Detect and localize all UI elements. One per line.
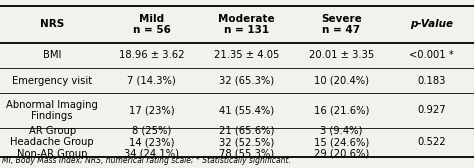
Text: Mild
n = 56: Mild n = 56 <box>133 14 171 35</box>
Text: 3 (9.4%)
15 (24.6%)
29 (20.6%): 3 (9.4%) 15 (24.6%) 29 (20.6%) <box>314 126 369 159</box>
Text: 41 (55.4%): 41 (55.4%) <box>219 106 274 115</box>
Text: 17 (23%): 17 (23%) <box>129 106 174 115</box>
Text: 20.01 ± 3.35: 20.01 ± 3.35 <box>309 50 374 60</box>
Text: 21 (65.6%)
32 (52.5%)
78 (55.3%): 21 (65.6%) 32 (52.5%) 78 (55.3%) <box>219 126 274 159</box>
Text: 7 (14.3%): 7 (14.3%) <box>128 76 176 86</box>
Text: AR Group
Headache Group
Non-AR Group: AR Group Headache Group Non-AR Group <box>10 126 94 159</box>
Text: 10 (20.4%): 10 (20.4%) <box>314 76 369 86</box>
Text: 0.927: 0.927 <box>417 106 446 115</box>
Text: <0.001 *: <0.001 * <box>409 50 454 60</box>
Text: NRS: NRS <box>40 19 64 29</box>
Text: 32 (65.3%): 32 (65.3%) <box>219 76 274 86</box>
Text: Moderate
n = 131: Moderate n = 131 <box>218 14 275 35</box>
Text: Severe
n = 47: Severe n = 47 <box>321 14 362 35</box>
Text: 16 (21.6%): 16 (21.6%) <box>314 106 369 115</box>
Text: 0.522: 0.522 <box>417 137 446 147</box>
Text: 21.35 ± 4.05: 21.35 ± 4.05 <box>214 50 279 60</box>
Text: 8 (25%)
14 (23%)
34 (24.1%): 8 (25%) 14 (23%) 34 (24.1%) <box>124 126 179 159</box>
Text: p-Value: p-Value <box>410 19 453 29</box>
Text: MI, Body Mass Index; NRS, numerical rating scale; * Statistically significant.: MI, Body Mass Index; NRS, numerical rati… <box>2 156 291 165</box>
Text: Abnormal Imaging
Findings: Abnormal Imaging Findings <box>6 100 98 121</box>
Text: 0.183: 0.183 <box>417 76 446 86</box>
Text: Emergency visit: Emergency visit <box>12 76 92 86</box>
Text: BMI: BMI <box>43 50 61 60</box>
Text: 18.96 ± 3.62: 18.96 ± 3.62 <box>119 50 184 60</box>
